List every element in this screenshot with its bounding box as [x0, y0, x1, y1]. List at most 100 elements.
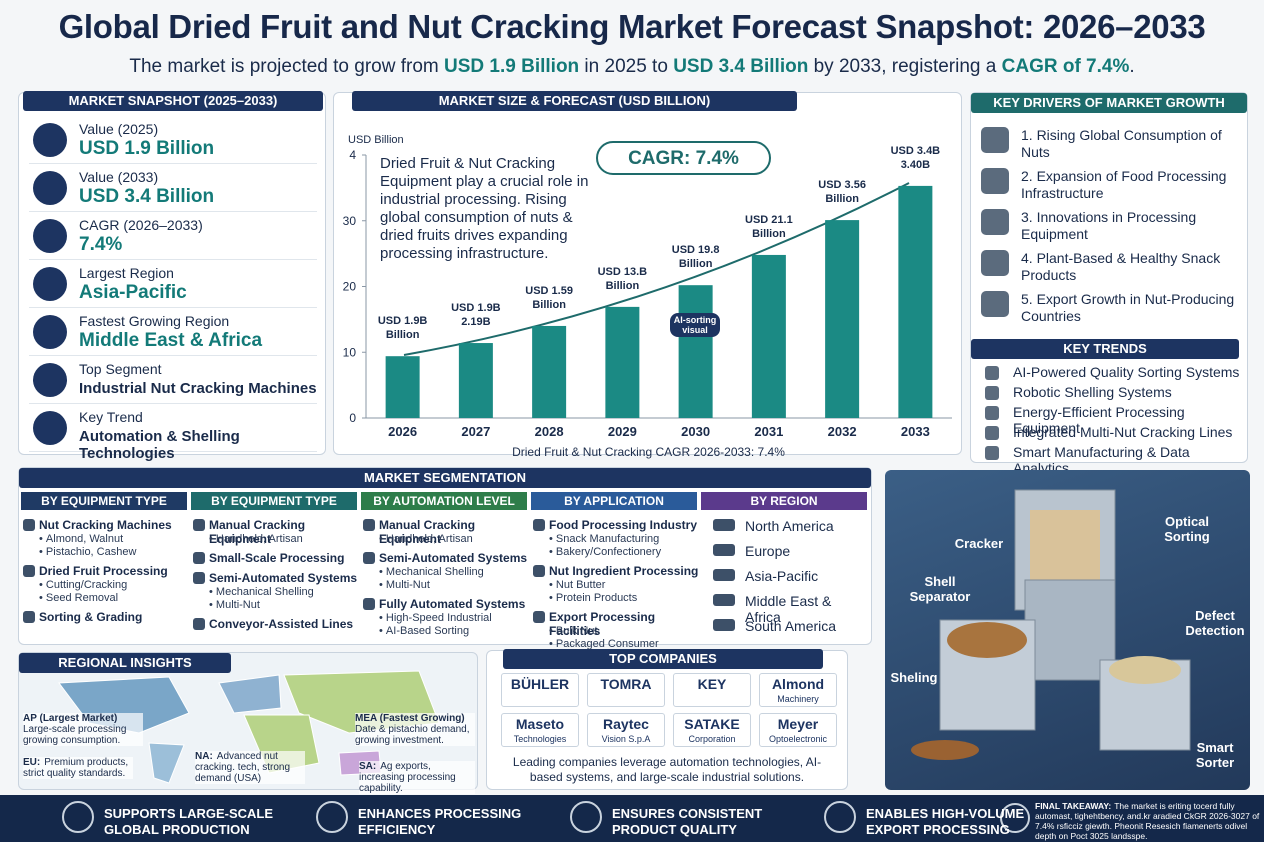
bar-annotation: USD 3.4B 3.40B [890, 144, 941, 171]
segment-icon [23, 565, 35, 577]
company-sub: Machinery [777, 694, 819, 704]
segment-item: Mechanical Shelling [379, 566, 484, 578]
segment-icon [713, 569, 735, 581]
footer-item: ENSURES CONSISTENT PRODUCT QUALITY [612, 806, 763, 837]
snapshot-icon [33, 411, 67, 445]
bar [532, 325, 567, 418]
trend-item: Robotic Shelling Systems [1013, 384, 1172, 400]
snapshot-item: Value (2033) USD 3.4 Billion [29, 165, 317, 212]
panel-heading: TOP COMPANIES [503, 649, 823, 669]
x-tick-label: 2026 [388, 424, 417, 439]
footer-icon [316, 801, 348, 833]
snapshot-value: Asia-Pacific [79, 282, 187, 303]
segment-item: Seed Removal [39, 592, 118, 604]
snapshot-label: Largest Region [79, 265, 174, 281]
forecast-panel: MARKET SIZE & FORECAST (USD BILLION) USD … [333, 91, 962, 459]
company-name: KEY [697, 676, 727, 692]
segment-item: Mechanical Shelling [209, 586, 314, 598]
note-title: AP (Largest Market) [23, 713, 118, 724]
diagram-label: Shell Separator [909, 574, 971, 604]
note-text: Large-scale processing growing consumpti… [23, 724, 127, 746]
y-tick-label: 4 [349, 148, 356, 162]
snapshot-panel: MARKET SNAPSHOT (2025–2033) Value (2025) U… [18, 91, 326, 462]
segment-icon [533, 611, 545, 623]
segment-item: Handheld, Artisan [379, 533, 473, 545]
snapshot-label: Fastest Growing Region [79, 313, 230, 329]
bar [385, 356, 420, 418]
segment-heading: BY APPLICATION [531, 492, 697, 510]
bar [751, 254, 786, 418]
segment-group: Small-Scale Processing [209, 551, 345, 565]
snapshot-label: Value (2025) [79, 121, 159, 137]
trend-icon [985, 426, 999, 440]
x-tick-label: 2032 [828, 424, 857, 439]
segment-item: Pistachio, Cashew [39, 546, 137, 558]
subtitle-text: The market is projected to grow from [129, 56, 445, 77]
note-text: Premium products, strict quality standar… [23, 757, 129, 779]
bar [458, 343, 493, 418]
x-tick-label: 2033 [901, 424, 930, 439]
note-title: MEA (Fastest Growing) [355, 713, 465, 724]
note-text: Advanced nut cracking. tech, strong dema… [195, 751, 291, 784]
bar-annotation: USD 21.1 Billion [745, 213, 793, 240]
company-logo: Meyer Optoelectronic [759, 713, 837, 747]
panel-heading: MARKET SNAPSHOT (2025–2033) [23, 91, 323, 111]
segment-group: Dried Fruit Processing [39, 564, 168, 578]
regional-note: MEA (Fastest Growing)Date & pistachio de… [355, 713, 475, 746]
company-sub: Technologies [513, 734, 567, 744]
machine-illustration [911, 489, 1191, 760]
diagram-label: Smart Sorter [1195, 740, 1235, 770]
regional-note: SA: Ag exports, increasing processing cap… [359, 761, 475, 794]
segment-item: Nut Butter [549, 579, 606, 591]
driver-icon [981, 127, 1009, 153]
snapshot-item: Value (2025) USD 1.9 Billion [29, 117, 317, 164]
x-tick-label: 2028 [535, 424, 564, 439]
snapshot-icon [33, 171, 67, 205]
company-name: BÜHLER [510, 676, 570, 692]
snapshot-icon [33, 315, 67, 349]
trend-icon [985, 366, 999, 380]
snapshot-value: Automation & Shelling Technologies [79, 428, 240, 462]
takeaway-icon [1000, 803, 1030, 833]
trend-icon [985, 406, 999, 420]
segment-group: Sorting & Grading [39, 610, 143, 624]
segment-item: Handheld, Artisan [209, 533, 303, 545]
company-name: Maseto [515, 716, 565, 732]
segment-icon [193, 618, 205, 630]
segment-icon [193, 519, 205, 531]
company-name: Almond [771, 676, 825, 692]
footer-icon [824, 801, 856, 833]
snapshot-label: CAGR (2026–2033) [79, 217, 203, 233]
segment-icon [363, 552, 375, 564]
segment-group: Semi-Automated Systems [209, 571, 358, 585]
snapshot-label: Key Trend [79, 409, 143, 425]
drivers-panel: KEY DRIVERS OF MARKET GROWTH 1. Rising Gl… [970, 92, 1248, 476]
snapshot-icon [33, 363, 67, 397]
segment-group: South America [745, 618, 837, 634]
segment-icon [193, 552, 205, 564]
subtitle-highlight: CAGR of 7.4% [1001, 56, 1130, 77]
subtitle: The market is projected to grow from USD… [0, 56, 1264, 78]
segment-group: Middle East & Africa [745, 593, 832, 625]
segment-icon [533, 565, 545, 577]
company-logo: Raytec Vision S.p.A [587, 713, 665, 747]
panel-heading: REGIONAL INSIGHTS [19, 653, 231, 673]
driver-icon [981, 209, 1009, 235]
caption: Dried Fruit & Nut Cracking CAGR 2026-203… [512, 445, 785, 459]
note-title: EU: [23, 757, 41, 768]
footer-item: SUPPORTS LARGE-SCALE GLOBAL PRODUCTION [104, 806, 274, 837]
segment-icon [23, 519, 35, 531]
y-tick-label: 20 [343, 280, 357, 294]
driver-item: 3. Innovations in Processing Equipment [1021, 209, 1197, 242]
title: Global Dried Fruit and Nut Cracking Mark… [58, 8, 1206, 45]
takeaway-text: The market is eriting tocerd fully autom… [1035, 801, 1260, 841]
segment-item: High-Speed Industrial [379, 612, 492, 624]
map-region [218, 674, 282, 714]
regional-note: EU: Premium products, strict quality stan… [23, 757, 133, 779]
diagram-label: Optical Sorting [1164, 514, 1210, 544]
segment-column: BY APPLICATION Food Processing IndustrySn… [531, 492, 699, 662]
segment-heading: BY AUTOMATION LEVEL [361, 492, 527, 510]
segment-column: BY REGION North America Europe Asia-Pacific… [701, 492, 869, 642]
segment-group: Europe [745, 543, 791, 559]
nut-pile [1109, 656, 1181, 684]
